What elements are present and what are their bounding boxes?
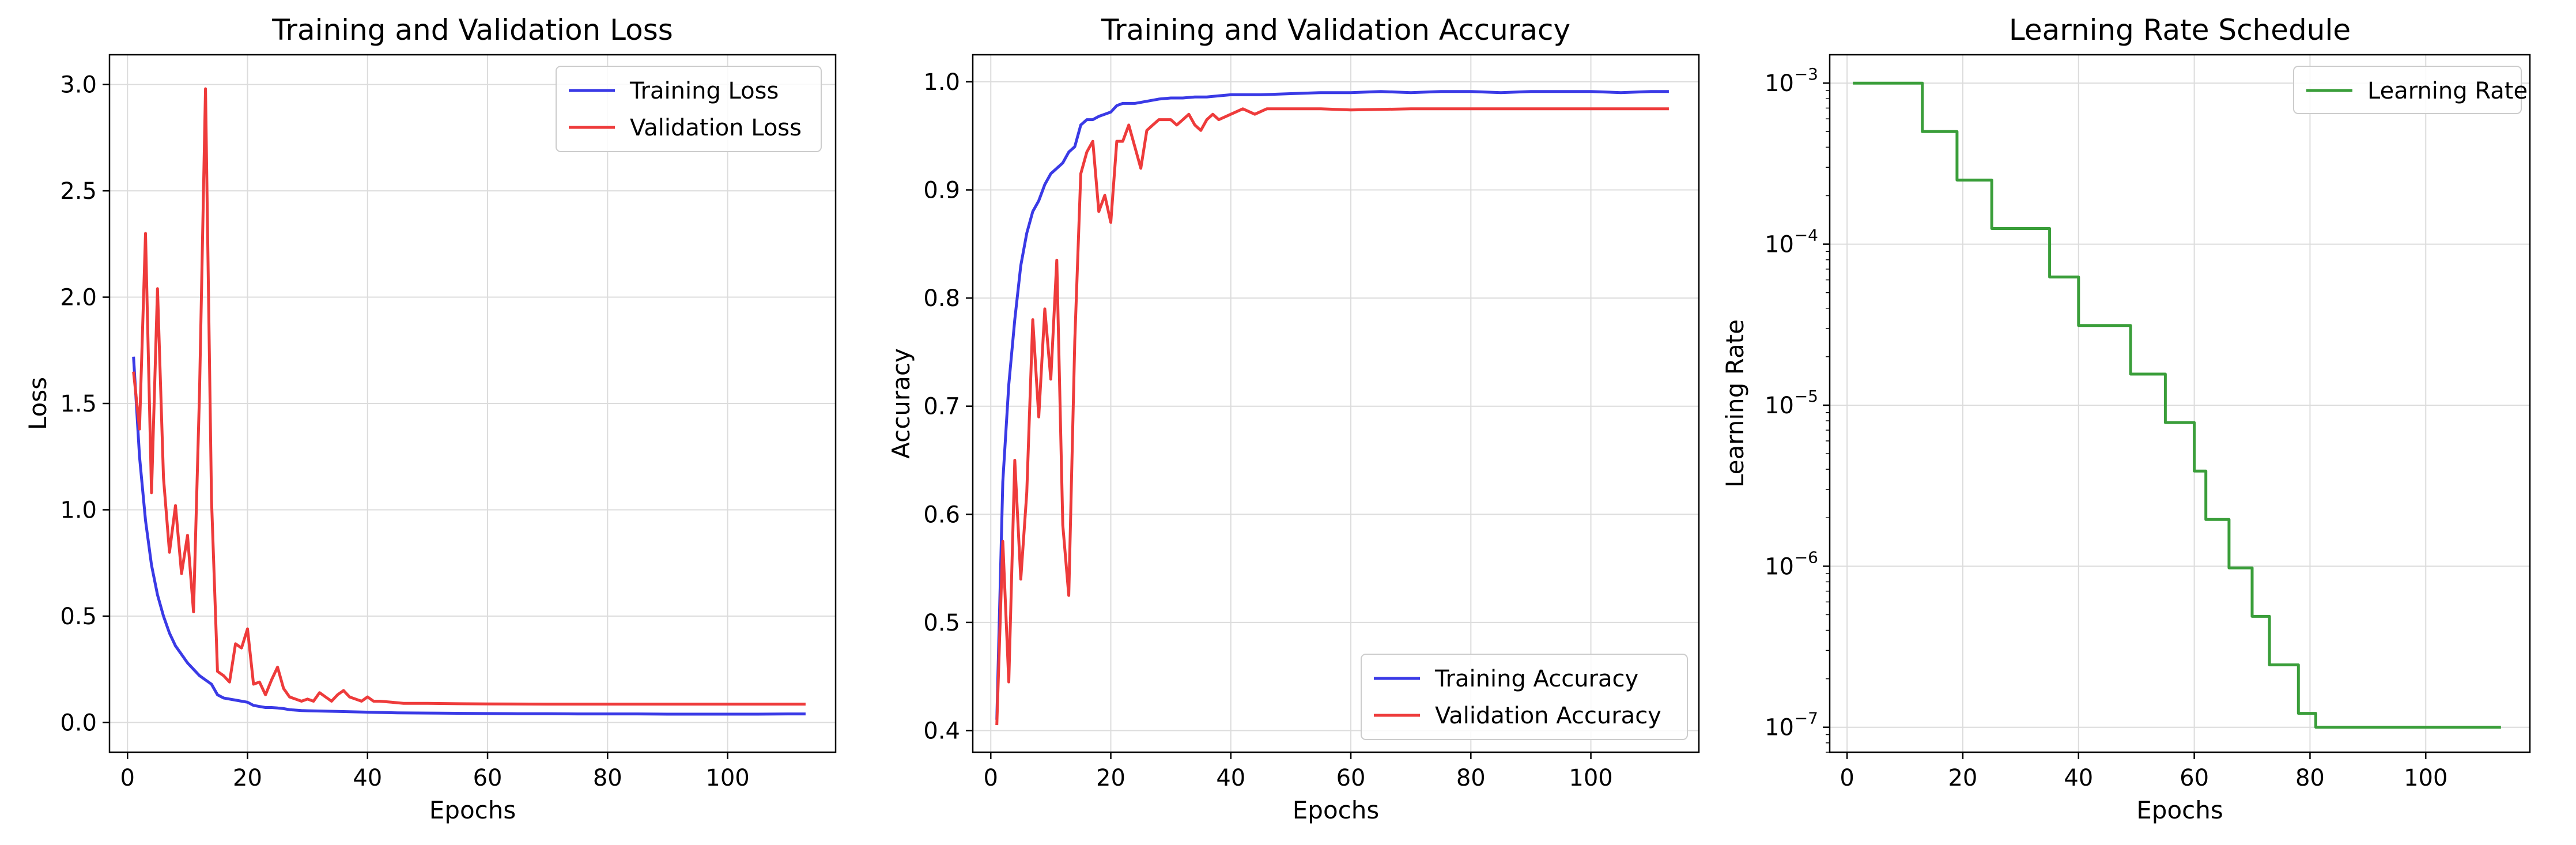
y-tick-label: 10 (1765, 70, 1794, 97)
y-tick-label: 0.8 (923, 285, 960, 312)
series-line-training-loss (132, 356, 806, 716)
chart-panel-1: 0 20 40 60 80 100 0.0 0.5 1.0 1.5 2.0 2.5 3.0 Trainin… (24, 13, 837, 824)
y-tick-label: 1.5 (60, 391, 97, 417)
x-tick-label: 40 (2064, 765, 2093, 791)
y-tick-label: 10 (1765, 553, 1794, 580)
chart-title: Training and Validation Loss (271, 13, 673, 47)
legend-box (1361, 654, 1688, 740)
x-axis-label: Epochs (429, 796, 516, 824)
x-axis-label: Epochs (1293, 796, 1380, 824)
y-tick-label: 10 (1765, 393, 1794, 419)
y-axis-label: Learning Rate (1721, 319, 1749, 488)
y-tick-label: 2.5 (60, 178, 97, 205)
y-axis-label: Accuracy (887, 348, 915, 459)
chart-panel-2: 0 20 40 60 80 100 0.4 0.5 0.6 0.7 0.8 0.9 1.0 Trainin… (887, 13, 1700, 824)
y-tick-label: 0.6 (923, 501, 960, 528)
x-tick-label: 100 (2404, 765, 2447, 791)
series-line-learning-rate (1853, 81, 2501, 729)
x-axis-label: Epochs (2136, 796, 2223, 824)
chart-title: Training and Validation Accuracy (1101, 13, 1570, 47)
y-tick-label: 0.4 (923, 718, 960, 744)
y-tick-label: 0.5 (60, 603, 97, 630)
x-tick-label: 100 (705, 765, 749, 791)
x-tick-label: 20 (233, 765, 262, 791)
legend-box (556, 66, 822, 152)
x-tick-label: 40 (353, 765, 382, 791)
y-tick-label: 3.0 (60, 72, 97, 99)
y-tick-label: 10 (1765, 715, 1794, 741)
x-tick-label: 20 (1096, 765, 1125, 791)
legend-entry-label: Validation Loss (630, 115, 802, 141)
y-tick-exponent: −6 (1795, 548, 1818, 567)
series-line-validation-loss (132, 87, 806, 706)
y-tick-label: 2.0 (60, 285, 97, 311)
x-tick-label: 80 (2295, 765, 2325, 791)
axes-frame (1829, 54, 2531, 753)
y-tick-label: 0.7 (923, 394, 960, 420)
y-tick-label: 1.0 (923, 69, 960, 96)
legend-entry-label: Training Loss (629, 78, 779, 104)
x-tick-label: 80 (593, 765, 622, 791)
x-tick-label: 60 (473, 765, 503, 791)
x-tick-label: 100 (1569, 765, 1612, 791)
x-tick-label: 80 (1456, 765, 1486, 791)
series-line-training-accuracy (995, 90, 1669, 720)
legend-entry-label: Training Accuracy (1434, 666, 1638, 692)
x-tick-label: 0 (984, 765, 998, 791)
x-tick-label: 0 (120, 765, 135, 791)
legend: Learning Rate (2293, 66, 2528, 114)
y-axis-label: Loss (24, 377, 52, 430)
y-tick-label: 0.9 (923, 177, 960, 203)
legend-box (2293, 66, 2522, 114)
y-tick-label: 0.0 (60, 710, 97, 736)
x-tick-label: 60 (2180, 765, 2209, 791)
series-line-validation-accuracy (995, 107, 1669, 726)
y-tick-label: 1.0 (60, 497, 97, 523)
y-tick-label: 0.5 (923, 610, 960, 636)
y-tick-exponent: −5 (1795, 387, 1818, 406)
y-tick-exponent: −4 (1795, 226, 1818, 245)
chart-title: Learning Rate Schedule (2009, 13, 2351, 47)
legend: Training Accuracy Validation Accuracy (1361, 654, 1688, 740)
axes-frame (972, 54, 1700, 753)
x-tick-label: 60 (1336, 765, 1366, 791)
y-tick-label: 10 (1765, 232, 1794, 258)
x-tick-label: 0 (1840, 765, 1854, 791)
y-tick-exponent: −3 (1795, 65, 1818, 84)
legend-entry-label: Validation Accuracy (1435, 703, 1661, 729)
x-tick-label: 20 (1948, 765, 1977, 791)
legend: Training Loss Validation Loss (556, 66, 822, 152)
legend-entry-label: Learning Rate (2367, 78, 2528, 104)
y-tick-exponent: −7 (1795, 709, 1818, 728)
x-tick-label: 40 (1216, 765, 1245, 791)
